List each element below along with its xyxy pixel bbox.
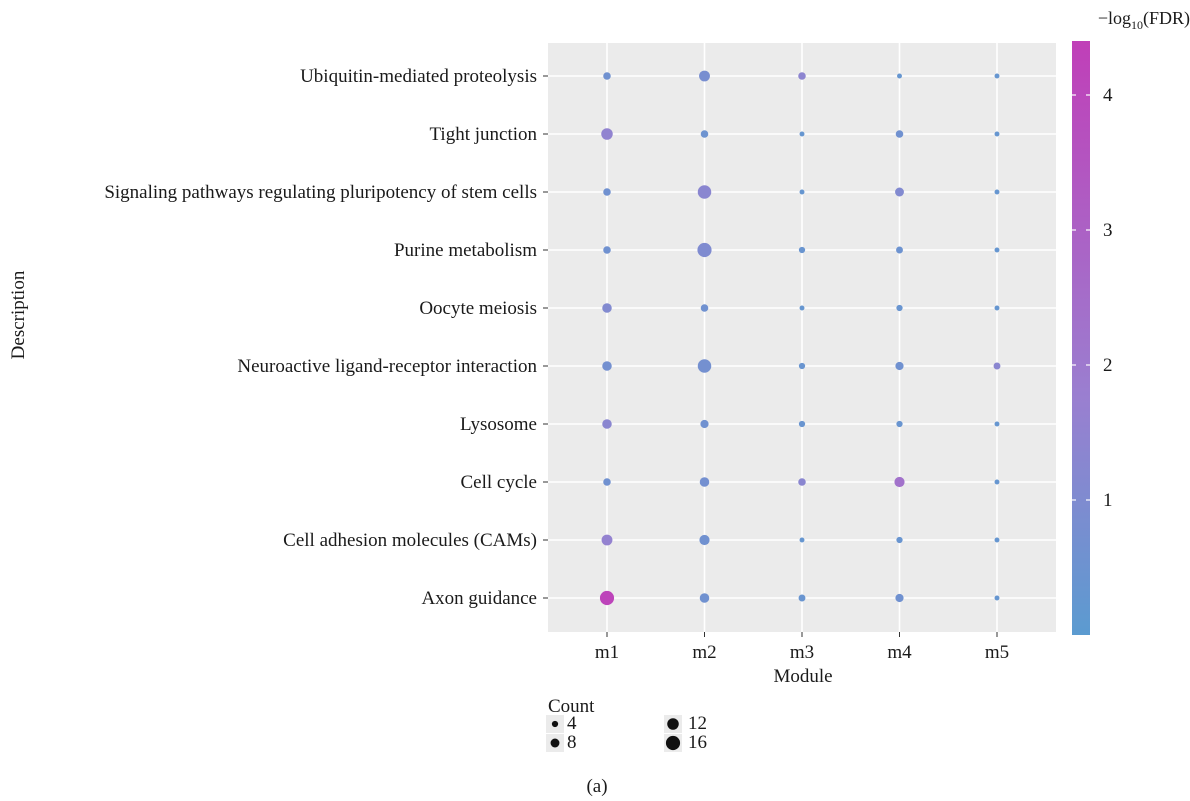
point-m1-purine-metabolism [603,246,611,254]
point-m3-tight-junction [799,131,805,137]
point-m5-tight-junction [994,131,1000,137]
y-tick-label-cell-adhesion-molecules-cams: Cell adhesion molecules (CAMs) [283,530,537,551]
size-legend-label-2: 12 [688,713,707,734]
size-legend-title: Count [548,696,595,717]
point-m2-tight-junction [700,130,709,138]
y-tick-label-signaling-pathways-regulating-pluripotency-of-stem-cells: Signaling pathways regulating pluripoten… [104,182,537,203]
x-tick-label-m4: m4 [887,642,912,663]
point-m3-cell-cycle [798,478,806,486]
y-tick-label-tight-junction: Tight junction [429,124,537,145]
x-tick-label-m1: m1 [595,642,619,663]
point-m5-cell-cycle [994,479,1000,485]
point-m1-axon-guidance [599,590,615,606]
point-m2-oocyte-meiosis [700,304,709,312]
point-m1-lysosome [602,419,612,429]
point-m3-signaling-pathways-regulating-pluripotency-of-stem-cells [799,189,805,195]
y-tick-label-ubiquitin-mediated-proteolysis: Ubiquitin-mediated proteolysis [300,66,537,87]
point-m1-cell-cycle [603,478,611,486]
point-m3-ubiquitin-mediated-proteolysis [798,72,806,80]
point-m5-lysosome [994,421,1000,427]
size-legend-dot-2 [667,718,679,730]
point-m3-lysosome [798,420,806,428]
color-tick-label-3: 4 [1103,85,1113,106]
point-m4-tight-junction [895,130,904,138]
x-tick-label-m2: m2 [692,642,716,663]
point-m3-purine-metabolism [798,246,806,254]
point-m4-signaling-pathways-regulating-pluripotency-of-stem-cells [895,187,904,197]
size-legend-dot-3 [665,735,681,751]
point-m4-cell-cycle [894,476,905,488]
point-m4-axon-guidance [895,593,904,603]
panel-caption: (a) [586,776,607,797]
point-m2-ubiquitin-mediated-proteolysis [699,70,710,82]
y-axis-title: Description [8,270,29,359]
y-tick-label-oocyte-meiosis: Oocyte meiosis [419,298,537,319]
point-m1-ubiquitin-mediated-proteolysis [603,72,611,80]
point-m5-cell-adhesion-molecules-cams [994,537,1000,543]
point-m5-purine-metabolism [994,247,1000,253]
point-m3-axon-guidance [798,594,806,602]
color-legend-title: −log10(FDR) [1098,8,1190,32]
color-legend-bar [1072,41,1090,635]
point-m3-cell-adhesion-molecules-cams [799,537,805,543]
x-tick-label-m5: m5 [985,642,1009,663]
point-m5-signaling-pathways-regulating-pluripotency-of-stem-cells [994,189,1000,195]
point-m4-cell-adhesion-molecules-cams [896,536,903,544]
size-legend-dot-0 [551,720,559,728]
size-legend-dot-1 [550,738,560,748]
point-m3-neuroactive-ligand-receptor-interaction [798,362,806,370]
point-m2-cell-cycle [699,477,710,487]
point-m4-ubiquitin-mediated-proteolysis [897,73,902,79]
point-m1-tight-junction [601,128,613,140]
point-m1-cell-adhesion-molecules-cams [601,534,613,546]
point-m5-neuroactive-ligand-receptor-interaction [993,362,1001,370]
point-m2-lysosome [700,419,709,429]
point-m1-signaling-pathways-regulating-pluripotency-of-stem-cells [603,188,611,196]
point-m5-ubiquitin-mediated-proteolysis [994,73,1000,79]
y-tick-label-lysosome: Lysosome [460,414,537,435]
point-m2-cell-adhesion-molecules-cams [699,534,710,546]
color-tick-label-2: 3 [1103,220,1113,241]
point-m2-axon-guidance [699,593,710,603]
data-points [599,70,1001,606]
point-m2-purine-metabolism [697,242,712,258]
point-m2-neuroactive-ligand-receptor-interaction [697,359,712,373]
point-m5-oocyte-meiosis [994,305,1000,311]
point-m4-neuroactive-ligand-receptor-interaction [895,361,904,371]
point-m5-axon-guidance [994,595,1000,601]
color-legend-ticks: 1 2 3 4 [1072,85,1113,511]
y-tick-label-cell-cycle: Cell cycle [461,472,538,493]
y-axis-ticks: Ubiquitin-mediated proteolysis Tight junc… [104,66,548,609]
color-tick-label-1: 2 [1103,355,1113,376]
color-tick-label-0: 1 [1103,490,1113,511]
point-m4-purine-metabolism [896,246,903,254]
y-tick-label-purine-metabolism: Purine metabolism [394,240,537,261]
size-legend-label-0: 4 [567,713,577,734]
y-tick-label-axon-guidance: Axon guidance [421,588,537,609]
point-m4-lysosome [896,420,903,428]
point-m1-oocyte-meiosis [602,303,612,313]
size-legend-label-3: 16 [688,732,707,753]
x-tick-label-m3: m3 [790,642,814,663]
point-m4-oocyte-meiosis [896,304,903,312]
x-axis-ticks: m1 m2 m3 m4 m5 [595,632,1009,663]
y-tick-label-neuroactive-ligand-receptor-interaction: Neuroactive ligand-receptor interaction [237,356,537,377]
x-axis-title: Module [773,666,832,687]
point-m1-neuroactive-ligand-receptor-interaction [602,361,612,371]
point-m2-signaling-pathways-regulating-pluripotency-of-stem-cells [697,185,712,199]
size-legend-label-1: 8 [567,732,577,753]
point-m3-oocyte-meiosis [799,305,805,311]
